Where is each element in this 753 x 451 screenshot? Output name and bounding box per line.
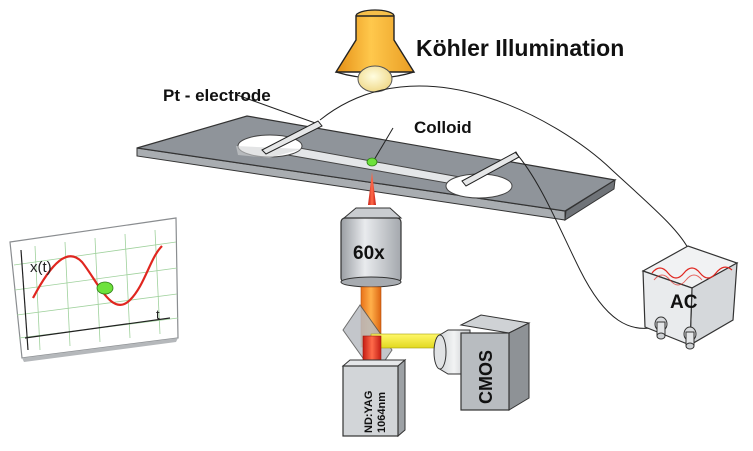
cmos-camera xyxy=(433,314,531,411)
colloid-label: Colloid xyxy=(414,118,472,137)
illumination-label: Köhler Illumination xyxy=(416,35,624,61)
lamp-icon xyxy=(334,9,416,93)
laser-source xyxy=(341,358,407,438)
trajectory-marker xyxy=(96,281,114,295)
colloid-pointer xyxy=(373,127,394,161)
wire-right xyxy=(514,151,661,329)
laser-label-line2: 1064nm xyxy=(376,392,388,433)
electrode-label: Pt - electrode xyxy=(163,86,271,105)
wire-left xyxy=(319,85,691,253)
microscope-slide xyxy=(136,115,617,221)
objective-label: 60x xyxy=(353,243,385,264)
plot-y-axis xyxy=(20,249,29,351)
plot-y-label: x(t) xyxy=(30,259,52,276)
laser-label-line1: ND:YAG xyxy=(363,391,375,433)
imaging-beam xyxy=(370,333,442,349)
plot-x-axis xyxy=(24,317,171,339)
ac-label: AC xyxy=(670,292,698,313)
plot-x-label: t xyxy=(156,307,160,322)
toggle-switch-icon xyxy=(654,316,697,350)
sine-wave-icon xyxy=(651,266,733,279)
pt-electrode-left xyxy=(236,94,323,155)
camera-label: CMOS xyxy=(476,350,496,404)
objective-lens xyxy=(340,207,403,288)
focused-laser-beam xyxy=(368,172,376,205)
colloid-particle xyxy=(366,157,378,167)
trajectory-plot xyxy=(9,217,179,362)
